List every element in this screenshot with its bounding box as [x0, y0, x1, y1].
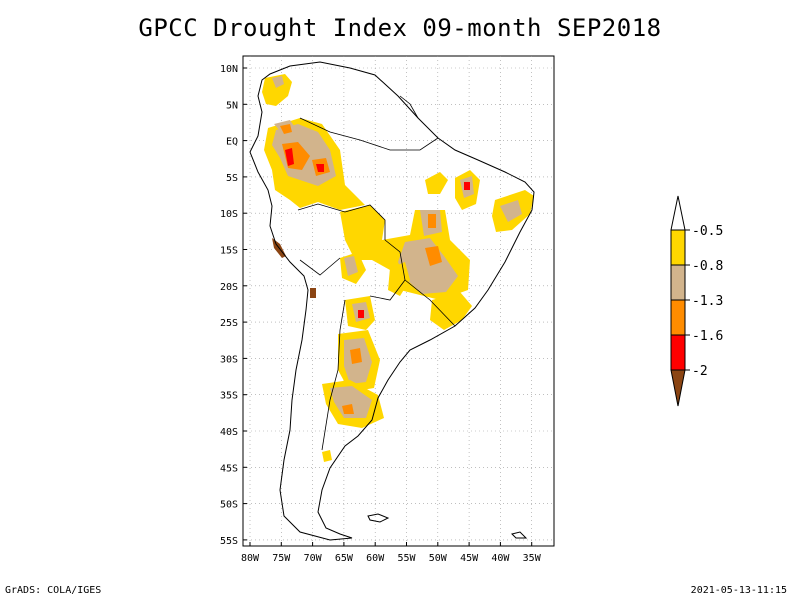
lat-label: 20S [220, 282, 238, 293]
lat-label: 5S [226, 173, 238, 184]
map-title: GPCC Drought Index 09-month SEP2018 [138, 14, 662, 42]
region-pampas-inner [342, 404, 354, 414]
lon-label: 50W [429, 553, 448, 564]
colorbar-label-4: -1.6 [692, 329, 723, 344]
region-amazon-east-core [316, 164, 324, 172]
footer-timestamp: 2021-05-13-11:15 [690, 585, 787, 596]
lat-label: 10N [220, 64, 238, 75]
lat-label: 15S [220, 246, 238, 257]
lat-label: 50S [220, 500, 238, 511]
colorbar-box-4 [670, 334, 686, 371]
lon-label: 35W [523, 553, 542, 564]
region-central-brazil-inner [425, 246, 442, 266]
longitude-axis: 80W 75W 70W 65W 60W 55W 50W 45W 40W 35W [241, 542, 542, 564]
drought-regions [262, 74, 534, 462]
lon-label: 75W [272, 553, 291, 564]
region-north-coast [262, 74, 292, 106]
region-amazon-west-core [285, 148, 294, 166]
region-chile-north [310, 288, 316, 298]
region-northeast-west [425, 172, 448, 194]
footer-credit: GrADS: COLA/IGES [5, 585, 102, 596]
colorbar: -0.5 -0.8 -1.3 -1.6 -2 [670, 195, 723, 407]
lon-label: 70W [304, 553, 323, 564]
lon-label: 40W [491, 553, 510, 564]
region-argentina-north-inner [350, 348, 362, 364]
latitude-axis: 10N 5N EQ 5S 10S 15S 20S 25S 30S 35S 40S 45S 50S 55S [220, 64, 247, 547]
region-southeast-inland [388, 262, 410, 296]
region-north-coast-core [272, 76, 284, 88]
region-pampas-mid [330, 386, 372, 418]
region-southeast-coast [430, 292, 472, 330]
country-borders [297, 95, 456, 451]
plot-frame [242, 55, 555, 547]
region-tocantins-core [428, 214, 436, 228]
lat-label: 55S [220, 536, 238, 547]
colorbar-label-1: -0.5 [692, 224, 723, 239]
lon-label: 65W [335, 553, 354, 564]
colorbar-label-3: -1.3 [692, 294, 723, 309]
coastline [249, 61, 535, 541]
colorbar-box-3 [670, 299, 686, 336]
lat-label: 10S [220, 209, 238, 220]
region-patagonia-small [322, 450, 332, 462]
colorbar-label-5: -2 [692, 364, 708, 379]
colorbar-box-1 [670, 229, 686, 266]
falkland-islands [367, 513, 390, 523]
region-northeast-coast-mid [500, 200, 522, 222]
lon-label: 55W [397, 553, 416, 564]
region-central-brazil-mid [398, 238, 458, 294]
lon-label: 80W [241, 553, 260, 564]
lat-label: 35S [220, 391, 238, 402]
lat-label: 45S [220, 463, 238, 474]
lat-label: 5N [226, 100, 238, 111]
lat-label: 30S [220, 354, 238, 365]
lon-label: 45W [460, 553, 479, 564]
region-bolivia-east-mid [344, 256, 358, 276]
colorbar-box-2 [670, 264, 686, 301]
lat-label: EQ [226, 137, 238, 148]
region-amazon-north-inner [280, 124, 292, 134]
lat-label: 40S [220, 427, 238, 438]
region-paraguay-core [358, 310, 364, 318]
colorbar-bottom-arrow [670, 369, 686, 407]
lat-label: 25S [220, 318, 238, 329]
tierra-del-fuego [511, 531, 528, 539]
lon-label: 60W [366, 553, 385, 564]
colorbar-label-2: -0.8 [692, 259, 723, 274]
region-northeast-pi-core [464, 182, 470, 190]
colorbar-top-arrow [670, 195, 686, 231]
